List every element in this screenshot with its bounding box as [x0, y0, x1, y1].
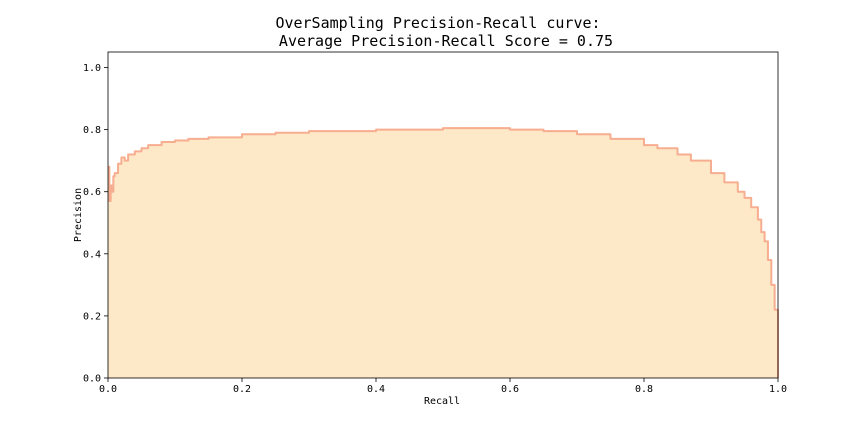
y-tick-label: 0.6 [83, 187, 101, 198]
y-axis-label: Precision [73, 188, 84, 242]
plot-area [108, 127, 779, 378]
x-tick-label: 0.2 [233, 384, 251, 395]
chart-title: OverSampling Precision-Recall curve: [275, 14, 600, 32]
axes-frame [107, 51, 779, 379]
x-tick-label: 0.0 [99, 384, 117, 395]
y-tick-label: 0.8 [83, 125, 101, 136]
chart-subtitle: Average Precision-Recall Score = 0.75 [279, 32, 613, 50]
x-tick-label: 0.8 [635, 384, 653, 395]
precision-recall-curve-0 [108, 127, 779, 378]
y-tick-label: 0.0 [83, 374, 101, 385]
precision-recall-area-0 [108, 128, 778, 378]
axes: 0.0 0.2 0.4 0.6 0.8 1.0 0.0 0.2 0.4 0.6 0.8 1.0 [83, 51, 787, 395]
x-axis-label: Recall [424, 396, 460, 407]
y-tick-label: 0.4 [83, 249, 101, 260]
y-tick-label: 0.2 [83, 311, 101, 322]
x-tick-label: 0.4 [367, 384, 385, 395]
y-tick-label: 1.0 [83, 63, 101, 74]
x-tick-label: 1.0 [769, 384, 787, 395]
x-tick-label: 0.6 [501, 384, 519, 395]
